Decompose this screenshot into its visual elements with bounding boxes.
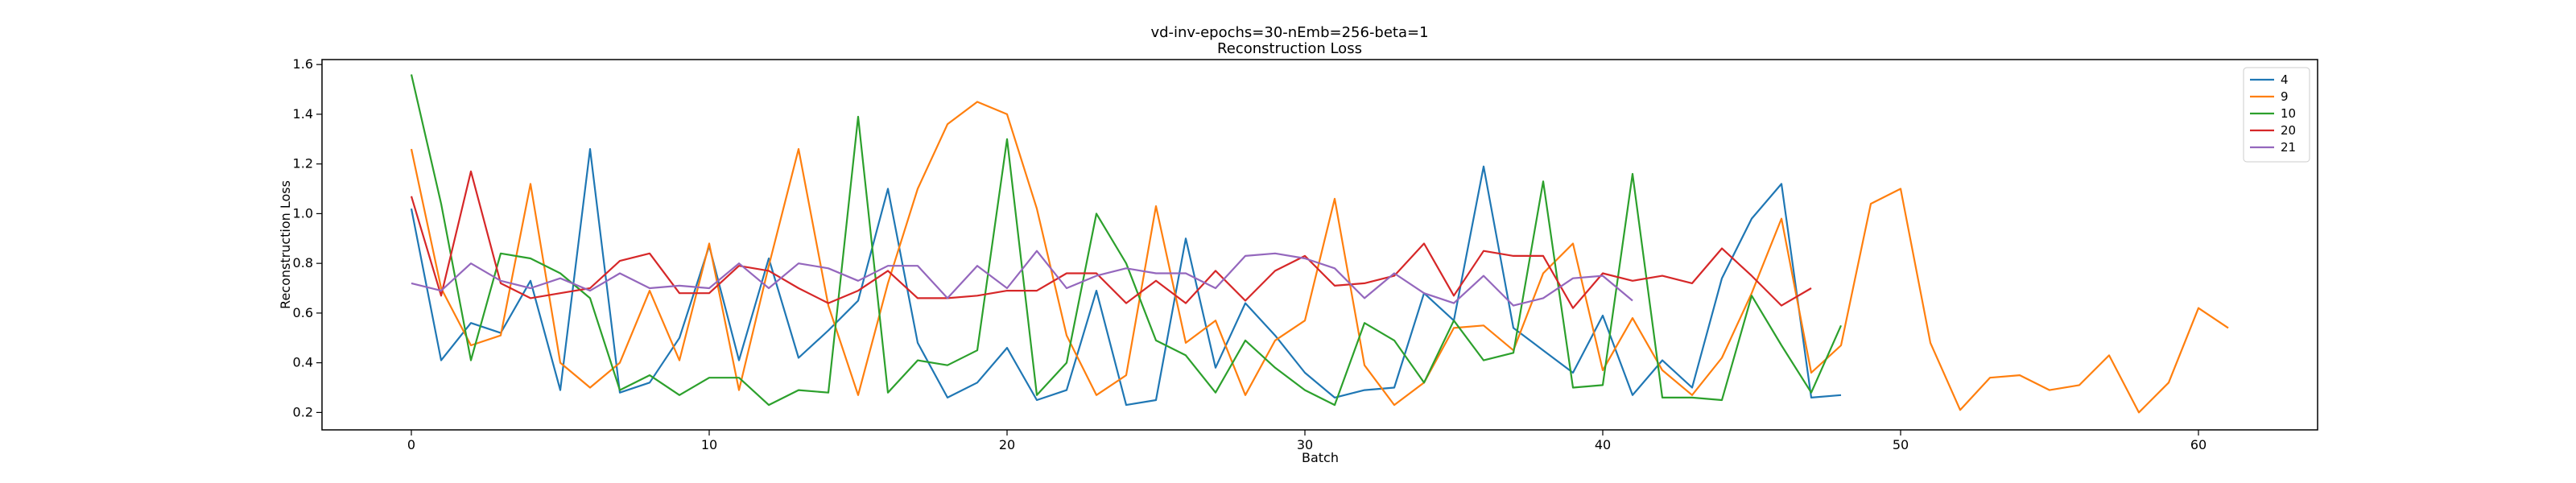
x-tick-label: 50 bbox=[1893, 437, 1909, 452]
y-tick-label: 0.4 bbox=[293, 355, 313, 370]
legend-label-9: 9 bbox=[2281, 89, 2289, 104]
legend-box bbox=[2243, 67, 2310, 163]
x-tick-label: 60 bbox=[2190, 437, 2207, 452]
y-tick-label: 0.6 bbox=[293, 305, 313, 320]
legend-label-21: 21 bbox=[2281, 140, 2296, 155]
series-line-20 bbox=[410, 170, 1812, 309]
y-axis-label: Reconstruction Loss bbox=[278, 180, 293, 309]
legend: 4 9 10 20 21 bbox=[2243, 67, 2310, 163]
series-line-10 bbox=[410, 74, 1843, 407]
x-tick-label: 0 bbox=[407, 437, 415, 452]
x-tick-label: 10 bbox=[701, 437, 717, 452]
y-tick-label: 0.8 bbox=[293, 255, 313, 270]
x-tick-label: 30 bbox=[1297, 437, 1313, 452]
x-axis: 0 10 20 30 40 50 60 bbox=[407, 430, 2207, 452]
x-tick-label: 40 bbox=[1595, 437, 1611, 452]
plot-area-frame bbox=[321, 59, 2318, 431]
legend-label-10: 10 bbox=[2281, 106, 2296, 121]
legend-label-4: 4 bbox=[2281, 72, 2289, 87]
y-axis: 0.2 0.4 0.6 0.8 1.0 1.2 1.4 1.6 bbox=[293, 56, 322, 419]
legend-label-20: 20 bbox=[2281, 123, 2296, 138]
y-tick-label: 1.0 bbox=[293, 205, 313, 221]
chart-subtitle: Reconstruction Loss bbox=[1217, 40, 1362, 57]
y-tick-label: 0.2 bbox=[293, 404, 313, 419]
series-line-21 bbox=[411, 250, 1633, 307]
x-tick-label: 20 bbox=[999, 437, 1015, 452]
series-line-4 bbox=[410, 148, 1842, 407]
series-layer bbox=[410, 74, 2229, 414]
chart-title: vd-inv-epochs=30-nEmb=256-beta=1 bbox=[1150, 24, 1428, 41]
y-tick-label: 1.6 bbox=[293, 56, 313, 72]
y-tick-label: 1.4 bbox=[293, 106, 313, 122]
y-tick-label: 1.2 bbox=[293, 156, 313, 171]
x-axis-label: Batch bbox=[1302, 450, 1339, 465]
series-line-9 bbox=[410, 101, 2229, 414]
